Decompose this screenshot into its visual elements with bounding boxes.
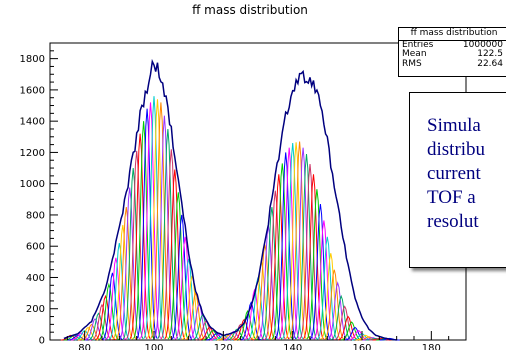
stats-value: 1000000 [462, 39, 503, 50]
stats-value: 22.64 [477, 58, 503, 69]
component-series-line [240, 301, 262, 341]
annotation-line: current [427, 163, 481, 184]
component-series-line [313, 220, 335, 340]
stats-row-entries: Entries 1000000 [399, 39, 506, 51]
component-series-line [74, 330, 95, 341]
component-series-line [227, 328, 248, 341]
component-series-line [147, 99, 168, 339]
annotation-box [409, 92, 506, 268]
component-series-line [309, 203, 331, 340]
component-series-line [143, 96, 165, 339]
component-series-line [244, 288, 265, 341]
component-series-line [178, 258, 200, 340]
component-series-line [316, 236, 338, 340]
component-series-line [299, 164, 321, 340]
total-distribution-line [63, 58, 397, 341]
component-series-line [285, 142, 307, 340]
component-series-line [153, 115, 175, 339]
component-series-line [330, 294, 352, 341]
stats-key: RMS [402, 58, 422, 69]
component-series-line [171, 214, 193, 340]
component-series-line [88, 312, 109, 341]
component-series-line [327, 281, 348, 341]
y-tick-label: 200 [26, 304, 45, 315]
x-tick-label: 160 [352, 343, 371, 350]
stats-key: Mean [402, 49, 427, 59]
component-series-line [230, 323, 251, 341]
y-tick-label: 600 [26, 242, 45, 253]
y-tick-label: 400 [26, 273, 45, 284]
x-tick-label: 120 [214, 343, 233, 350]
component-series-line [334, 305, 355, 341]
y-tick-label: 1600 [20, 85, 45, 96]
annotation-text: Simula distribu current TOF a resolut [427, 114, 506, 234]
stats-value: 122.5 [477, 49, 503, 59]
component-series-line [199, 326, 220, 341]
component-series-line [296, 153, 317, 340]
component-series-line [174, 236, 196, 340]
component-series-line [78, 326, 99, 341]
component-series-line [323, 269, 345, 340]
component-series-line [157, 128, 179, 339]
component-series-line [140, 102, 161, 339]
component-series-line [282, 142, 304, 340]
stats-box: ff mass distribution Entries 1000000 Mea… [398, 27, 506, 77]
stats-row-rms: RMS 22.64 [399, 58, 506, 70]
x-tick-label: 100 [144, 343, 163, 350]
component-series-line [95, 294, 116, 341]
y-tick-label: 0 [39, 336, 45, 347]
y-tick-label: 1000 [20, 179, 45, 190]
annotation-line: Simula [427, 115, 481, 136]
component-series-line [233, 318, 255, 341]
component-series-line [181, 275, 203, 341]
stats-key: Entries [402, 39, 434, 50]
annotation-line: distribu [427, 139, 486, 160]
component-series-line [289, 141, 311, 340]
y-tick-label: 1800 [20, 54, 45, 65]
component-series-line [292, 147, 314, 340]
stats-box-title: ff mass distribution [399, 28, 506, 41]
component-series-line [337, 315, 359, 341]
chart-title: ff mass distribution [192, 3, 308, 17]
component-series-line [164, 169, 186, 340]
y-tick-label: 800 [26, 210, 45, 221]
annotation-line: resolut [427, 211, 479, 232]
component-series-line [91, 303, 113, 341]
component-series-line [167, 192, 189, 340]
y-tick-label: 1200 [20, 148, 45, 159]
component-series-line [185, 291, 206, 341]
annotation-line: TOF a [427, 187, 476, 208]
component-series-line [278, 147, 300, 340]
x-tick-label: 80 [78, 343, 91, 350]
component-series-line [306, 189, 328, 340]
component-series-line [195, 320, 217, 341]
component-series-line [303, 174, 324, 340]
component-series-line [320, 253, 342, 340]
component-series-line [160, 149, 182, 340]
stats-row-mean: Mean 122.5 [399, 49, 506, 60]
x-tick-label: 140 [283, 343, 302, 350]
y-tick-label: 1400 [20, 117, 45, 128]
component-series-line [150, 102, 172, 339]
x-tick-label: 180 [422, 343, 441, 350]
